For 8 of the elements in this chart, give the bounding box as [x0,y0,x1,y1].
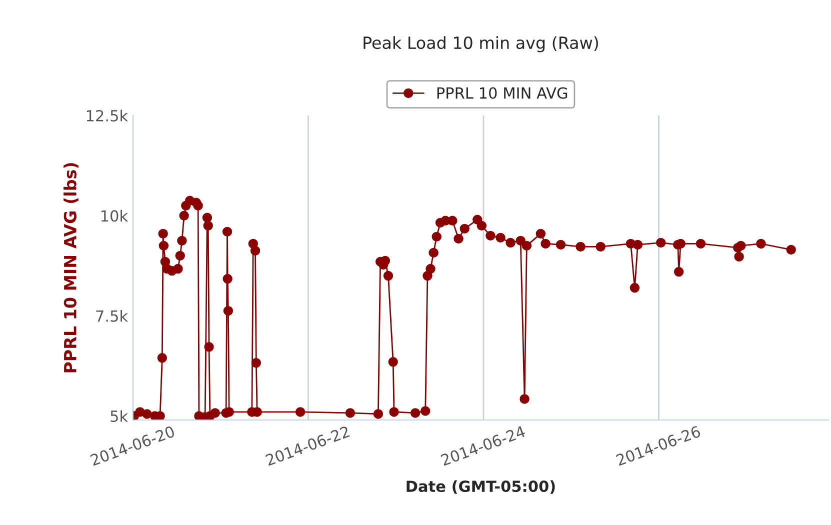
y-axis-title: PPRL 10 MIN AVG (lbs) [64,163,78,372]
x-axis-title: Date (GMT-05:00) [406,480,555,494]
y-tick-label: 5k [110,410,128,422]
y-tick-label: 7.5k [96,310,128,322]
y-tick-label: 12.5k [86,110,128,122]
legend-label: PPRL 10 MIN AVG [437,87,568,99]
y-tick-label: 10k [101,210,128,222]
chart-title: Peak Load 10 min avg (Raw) [364,36,598,52]
